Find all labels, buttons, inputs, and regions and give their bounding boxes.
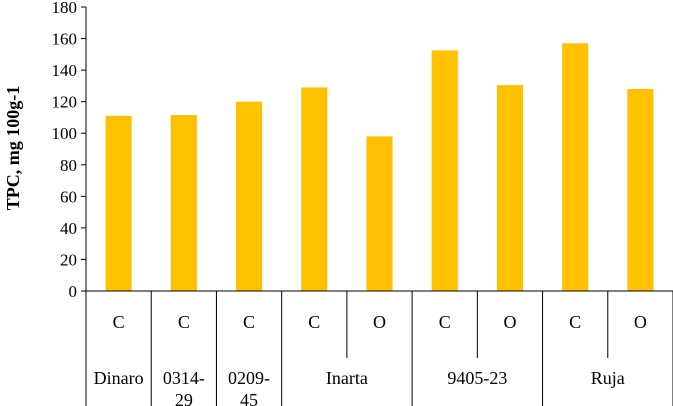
x-axis: C C C C O C O C O Dinaro 0314- 29 0209- 45 Inarta 9405-… (85, 290, 673, 406)
bar (366, 136, 393, 291)
y-tick-label: 80 (60, 156, 77, 175)
y-tick-label: 180 (52, 0, 78, 17)
group-label-line: Dinaro (94, 368, 144, 388)
x-tick-label: C (178, 312, 190, 332)
group-label: Ruja (591, 368, 625, 388)
group-label: 0314- 29 (163, 368, 205, 406)
bar (105, 115, 132, 291)
group-label-line: Ruja (591, 368, 625, 388)
y-tick-label: 60 (60, 187, 77, 206)
bar (170, 115, 197, 291)
y-tick-label: 40 (60, 219, 77, 238)
y-tick-label: 160 (52, 30, 78, 49)
group-label-line: 29 (175, 390, 193, 406)
y-tick-label: 0 (69, 282, 78, 301)
y-tick-label: 100 (52, 124, 78, 143)
group-label-line: 9405-23 (447, 368, 507, 388)
group-label-line: 0314- (163, 368, 205, 388)
bar (562, 43, 589, 292)
x-tick-label: O (634, 312, 647, 332)
group-label: Dinaro (94, 368, 144, 388)
x-tick-label: C (308, 312, 320, 332)
group-label: 0209- 45 (228, 368, 270, 406)
group-label-line: Inarta (326, 368, 368, 388)
y-tick-label: 140 (52, 61, 78, 80)
bar (496, 85, 523, 291)
x-tick-label: C (439, 312, 451, 332)
group-label: 9405-23 (447, 368, 507, 388)
bar (301, 87, 328, 291)
y-axis-title: TPC, mg 100g-1 (3, 86, 23, 211)
x-tick-label: C (243, 312, 255, 332)
x-tick-label: C (569, 312, 581, 332)
x-tick-label: O (503, 312, 516, 332)
y-tick-label: 20 (60, 250, 77, 269)
group-label-line: 45 (240, 390, 258, 406)
bar (627, 89, 654, 292)
x-tick-label: C (113, 312, 125, 332)
bar (236, 101, 263, 292)
y-axis: 0 20 40 60 80 100 120 140 160 180 (52, 0, 87, 301)
x-tick-label: O (373, 312, 386, 332)
y-tick-label: 120 (52, 93, 78, 112)
bars (105, 43, 654, 292)
group-label: Inarta (326, 368, 368, 388)
bar (431, 50, 458, 292)
group-label-line: 0209- (228, 368, 270, 388)
